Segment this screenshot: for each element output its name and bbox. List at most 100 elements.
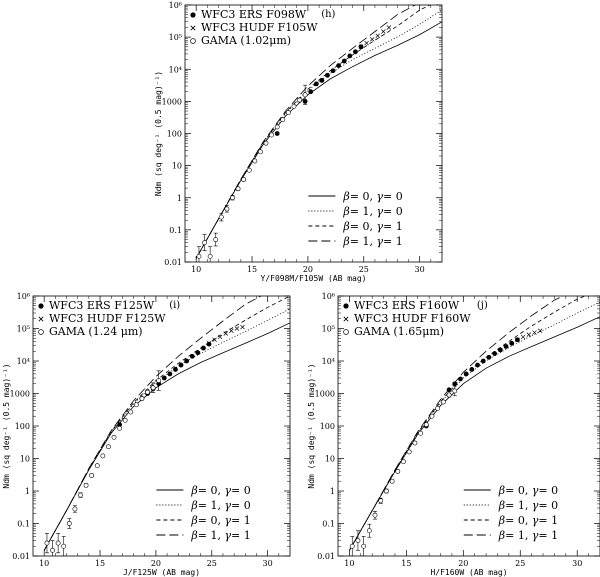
beta-symbol: β xyxy=(190,484,197,497)
data-point-cross xyxy=(520,334,526,340)
y-tick-label: 10 xyxy=(325,455,335,464)
gamma-symbol: γ xyxy=(532,499,539,512)
beta-value: 1 xyxy=(210,529,217,542)
data-point-open xyxy=(235,186,241,192)
legend-model-label: β= 1, γ= 1 xyxy=(498,529,558,542)
data-point-filled xyxy=(195,350,201,356)
legend-marker-filled xyxy=(190,12,196,18)
gamma-value: 0 xyxy=(244,499,251,512)
model-curve-solid xyxy=(43,322,290,551)
data-point-open xyxy=(196,253,202,259)
y-tick-label: 1000 xyxy=(162,97,182,106)
gamma-eq: = xyxy=(383,235,396,248)
beta-symbol: β xyxy=(498,499,505,512)
beta-value: 0 xyxy=(362,190,369,203)
data-point-filled xyxy=(161,375,167,381)
gamma-eq: = xyxy=(231,514,244,527)
data-point-open xyxy=(78,492,83,498)
beta-eq: = xyxy=(505,484,518,497)
beta-symbol: β xyxy=(342,220,349,233)
data-point-open xyxy=(133,402,139,408)
data-point-open xyxy=(412,440,418,446)
legend-label: WFC3 ERS F125W xyxy=(49,299,155,312)
data-point-open xyxy=(89,473,95,478)
gamma-eq: = xyxy=(538,499,551,512)
legend-marker-cross xyxy=(343,316,349,322)
x-tick-label: 15 xyxy=(401,559,411,568)
data-point-open xyxy=(258,149,263,155)
gamma-symbol: γ xyxy=(532,529,539,542)
legend-label: WFC3 ERS F098W xyxy=(201,8,307,21)
gamma-symbol: γ xyxy=(224,499,231,512)
sep: , xyxy=(217,499,224,512)
y-tick-label: 0.1 xyxy=(169,226,182,235)
data-point-open xyxy=(230,195,235,201)
gamma-symbol: γ xyxy=(224,514,231,527)
data-point-open xyxy=(285,110,291,115)
data-point-open xyxy=(106,444,111,450)
data-point-filled xyxy=(509,340,515,346)
sep: , xyxy=(369,235,376,248)
legend-marker-open xyxy=(190,38,196,44)
legend-model-label: β= 1, γ= 0 xyxy=(190,499,250,512)
beta-symbol: β xyxy=(190,529,197,542)
beta-symbol: β xyxy=(342,190,349,203)
y-tick-label: 0.01 xyxy=(164,258,182,267)
data-point-filled xyxy=(206,341,212,347)
data-point-open xyxy=(150,385,156,391)
y-tick-label: 10⁵ xyxy=(169,33,182,42)
model-curves xyxy=(43,296,290,551)
y-tick-label: 0.1 xyxy=(17,520,30,529)
data-point-cross xyxy=(532,330,537,335)
sep: , xyxy=(525,484,532,497)
data-point-filled xyxy=(173,367,178,372)
legend-label: GAMA (1.65μm) xyxy=(354,325,444,338)
legend-model-label: β= 0, γ= 0 xyxy=(190,484,250,497)
beta-value: 0 xyxy=(518,484,525,497)
data-point-open xyxy=(139,396,145,401)
data-point-filled xyxy=(347,53,353,59)
data-point-open xyxy=(452,388,458,394)
x-tick-label: 20 xyxy=(458,559,468,568)
legend-label: GAMA (1.24 μm) xyxy=(49,325,143,338)
data-point-open xyxy=(435,405,441,411)
data-point-filled xyxy=(319,77,325,83)
beta-value: 1 xyxy=(518,499,525,512)
beta-value: 0 xyxy=(210,484,217,497)
data-point-cross xyxy=(364,40,369,46)
x-tick-label: 30 xyxy=(415,265,425,274)
data-point-filled xyxy=(452,381,458,387)
x-axis-label: H/F160W (AB mag) xyxy=(430,568,507,577)
gamma-eq: = xyxy=(538,514,551,527)
sep: , xyxy=(369,220,376,233)
data-point-open xyxy=(389,478,395,484)
data-point-cross xyxy=(515,337,520,343)
panel-tag: (h) xyxy=(321,9,335,20)
y-tick-label: 1000 xyxy=(10,390,30,399)
data-point-open xyxy=(61,543,67,549)
y-tick-label: 1 xyxy=(177,194,182,203)
gamma-eq: = xyxy=(231,529,244,542)
y-tick-label: 0.01 xyxy=(317,552,335,561)
gamma-symbol: γ xyxy=(376,205,383,218)
gamma-value: 0 xyxy=(551,499,558,512)
beta-symbol: β xyxy=(342,205,349,218)
beta-eq: = xyxy=(198,514,211,527)
beta-value: 1 xyxy=(518,529,525,542)
y-tick-label: 10⁶ xyxy=(169,1,182,10)
y-tick-label: 100 xyxy=(15,422,30,431)
gamma-value: 0 xyxy=(396,190,403,203)
x-tick-label: 15 xyxy=(95,559,105,568)
data-point-open xyxy=(302,92,308,98)
sep: , xyxy=(217,484,224,497)
sep: , xyxy=(369,190,376,203)
data-point-filled xyxy=(503,344,509,349)
gamma-value: 1 xyxy=(396,235,403,248)
sep: , xyxy=(369,205,376,218)
beta-eq: = xyxy=(350,220,363,233)
legend-label: WFC3 HUDF F160W xyxy=(354,312,471,325)
legend-label: GAMA (1.02μm) xyxy=(201,34,291,47)
y-tick-label: 10 xyxy=(20,455,30,464)
data-point-cross xyxy=(526,332,532,337)
gamma-symbol: γ xyxy=(532,514,539,527)
